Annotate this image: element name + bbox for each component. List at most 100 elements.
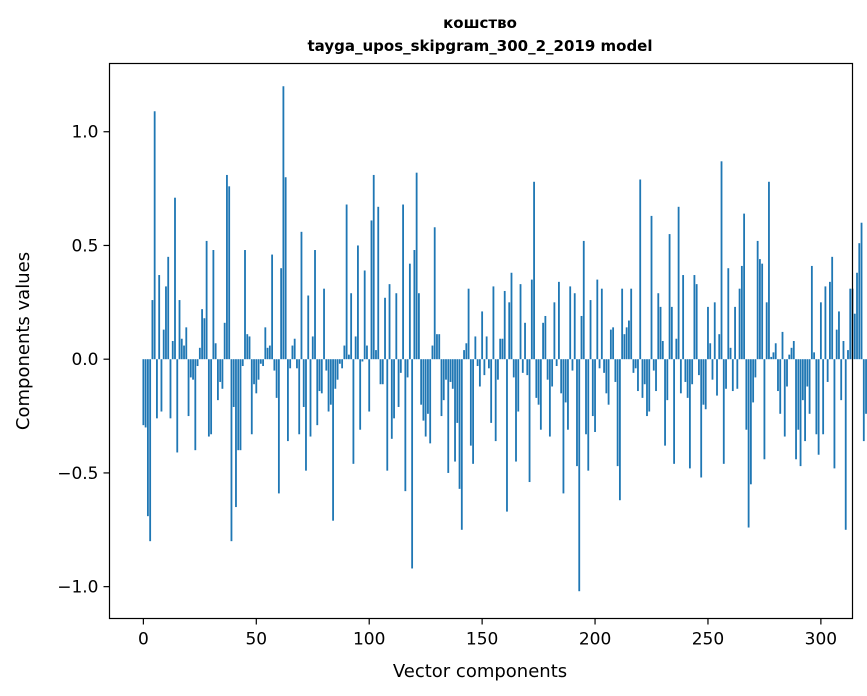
bar-164 (512, 359, 515, 378)
bar-129 (433, 227, 436, 360)
bar-303 (826, 359, 829, 382)
bar-34 (219, 359, 222, 382)
bar-145 (469, 359, 472, 446)
bar-202 (598, 359, 601, 369)
bar-281 (777, 359, 779, 392)
bar-218 (634, 359, 637, 369)
bar-291 (799, 359, 802, 467)
bar-165 (515, 359, 517, 462)
bar-42 (237, 359, 240, 451)
bar-225 (650, 215, 653, 360)
x-tick-label: 300 (805, 630, 837, 650)
bar-298 (815, 359, 818, 435)
bar-78 (318, 359, 321, 392)
bar-125 (424, 359, 427, 437)
bar-103 (375, 350, 377, 360)
bar-13 (171, 341, 174, 360)
bar-151 (483, 359, 486, 376)
bar-7 (158, 275, 161, 360)
bar-40 (232, 359, 235, 407)
bar-317 (858, 243, 861, 360)
bar-6 (156, 359, 158, 419)
bar-177 (542, 322, 545, 360)
bar-214 (625, 327, 628, 360)
bar-23 (194, 359, 197, 451)
bar-310 (842, 341, 845, 360)
bar-284 (783, 359, 786, 437)
bar-58 (273, 359, 276, 371)
bar-278 (770, 356, 773, 360)
bar-24 (196, 359, 199, 367)
bar-130 (436, 334, 438, 360)
bar-96 (359, 359, 362, 430)
bar-209 (614, 359, 617, 382)
bar-95 (357, 245, 359, 360)
bar-22 (192, 359, 194, 380)
bar-182 (553, 302, 556, 360)
bar-264 (738, 288, 741, 360)
bar-318 (860, 222, 863, 360)
bar-293 (804, 359, 806, 442)
bar-304 (829, 281, 831, 360)
bar-172 (530, 279, 533, 360)
bar-140 (458, 359, 461, 489)
bar-244 (693, 275, 696, 360)
bar-275 (763, 359, 766, 460)
bar-139 (456, 359, 459, 423)
bar-90 (345, 204, 348, 360)
bar-14 (174, 197, 176, 360)
bar-39 (230, 359, 233, 542)
bar-67 (293, 338, 296, 360)
bar-63 (284, 177, 287, 360)
bar-111 (393, 359, 395, 419)
bar-200 (594, 359, 596, 432)
y-tick-label: 1.0 (71, 123, 98, 143)
bar-220 (639, 179, 642, 360)
bar-57 (271, 254, 274, 360)
bar-136 (449, 359, 452, 382)
bar-49 (253, 359, 255, 385)
bar-19 (185, 327, 188, 360)
bar-166 (517, 359, 520, 412)
bar-236 (675, 338, 678, 360)
bar-262 (734, 306, 736, 360)
bar-196 (585, 359, 587, 435)
bar-205 (605, 359, 608, 394)
bar-73 (307, 295, 310, 360)
bar-81 (325, 359, 328, 371)
bar-234 (670, 306, 673, 360)
bar-37 (226, 174, 228, 360)
bar-180 (548, 359, 551, 437)
bar-307 (835, 329, 838, 360)
bar-271 (754, 359, 757, 378)
bar-267 (745, 359, 748, 430)
bar-69 (298, 359, 301, 435)
bar-53 (262, 359, 264, 367)
bar-59 (275, 359, 278, 398)
bar-228 (657, 293, 660, 360)
bar-171 (528, 359, 531, 483)
bar-211 (618, 359, 621, 501)
bar-239 (682, 275, 685, 360)
bar-206 (607, 359, 610, 405)
bar-82 (327, 359, 330, 412)
bar-43 (239, 359, 242, 451)
bar-273 (759, 259, 761, 360)
bar-148 (476, 359, 479, 367)
bar-117 (406, 359, 409, 378)
bar-60 (277, 359, 280, 494)
bar-163 (510, 272, 513, 360)
bar-51 (257, 359, 260, 380)
bar-31 (212, 250, 215, 360)
bar-224 (648, 359, 651, 412)
bar-272 (756, 240, 759, 360)
bar-91 (347, 354, 350, 360)
bar-33 (217, 359, 219, 401)
bar-270 (752, 359, 755, 403)
bar-245 (695, 284, 698, 360)
bar-302 (824, 286, 827, 360)
bar-106 (381, 359, 384, 385)
bar-189 (569, 286, 572, 360)
bar-150 (481, 311, 484, 360)
bar-223 (646, 359, 648, 417)
